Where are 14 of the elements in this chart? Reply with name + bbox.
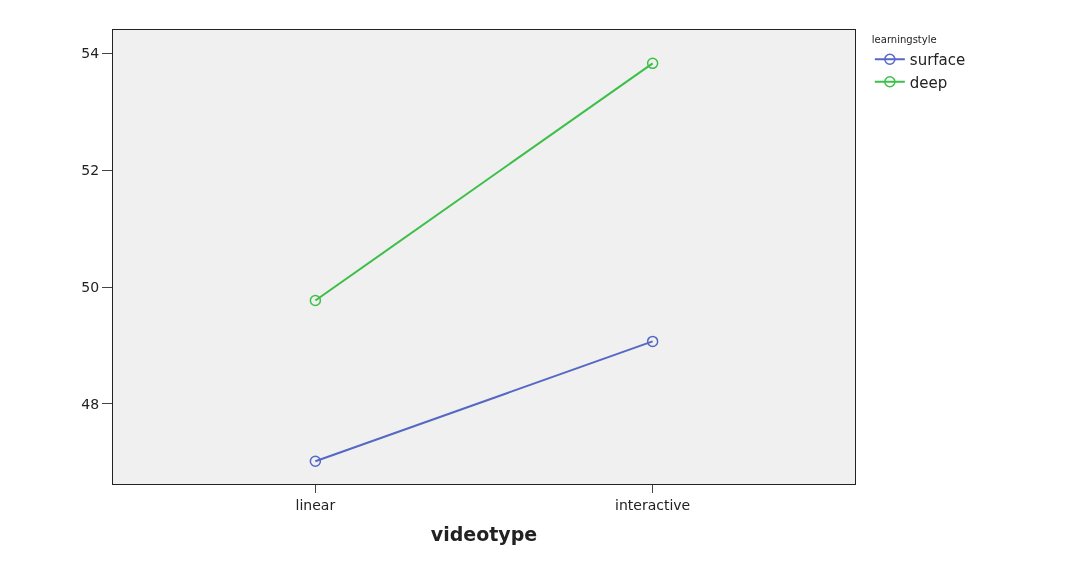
x-axis-title: videotype: [430, 522, 538, 545]
point: [646, 335, 659, 348]
x-tick-label: linear: [295, 496, 336, 513]
x-tick-label: interactive: [615, 496, 691, 513]
point: [309, 455, 322, 467]
point: [309, 294, 322, 307]
legend-title: learningstyle: [871, 34, 937, 45]
legend-label: surface: [909, 51, 966, 70]
y-tick-label: 52: [81, 162, 100, 179]
legend-label: deep: [909, 73, 948, 92]
y-tick-label: 54: [81, 45, 100, 62]
y-tick-label: 48: [81, 395, 100, 412]
point: [646, 57, 659, 70]
y-tick-label: 50: [81, 278, 100, 295]
